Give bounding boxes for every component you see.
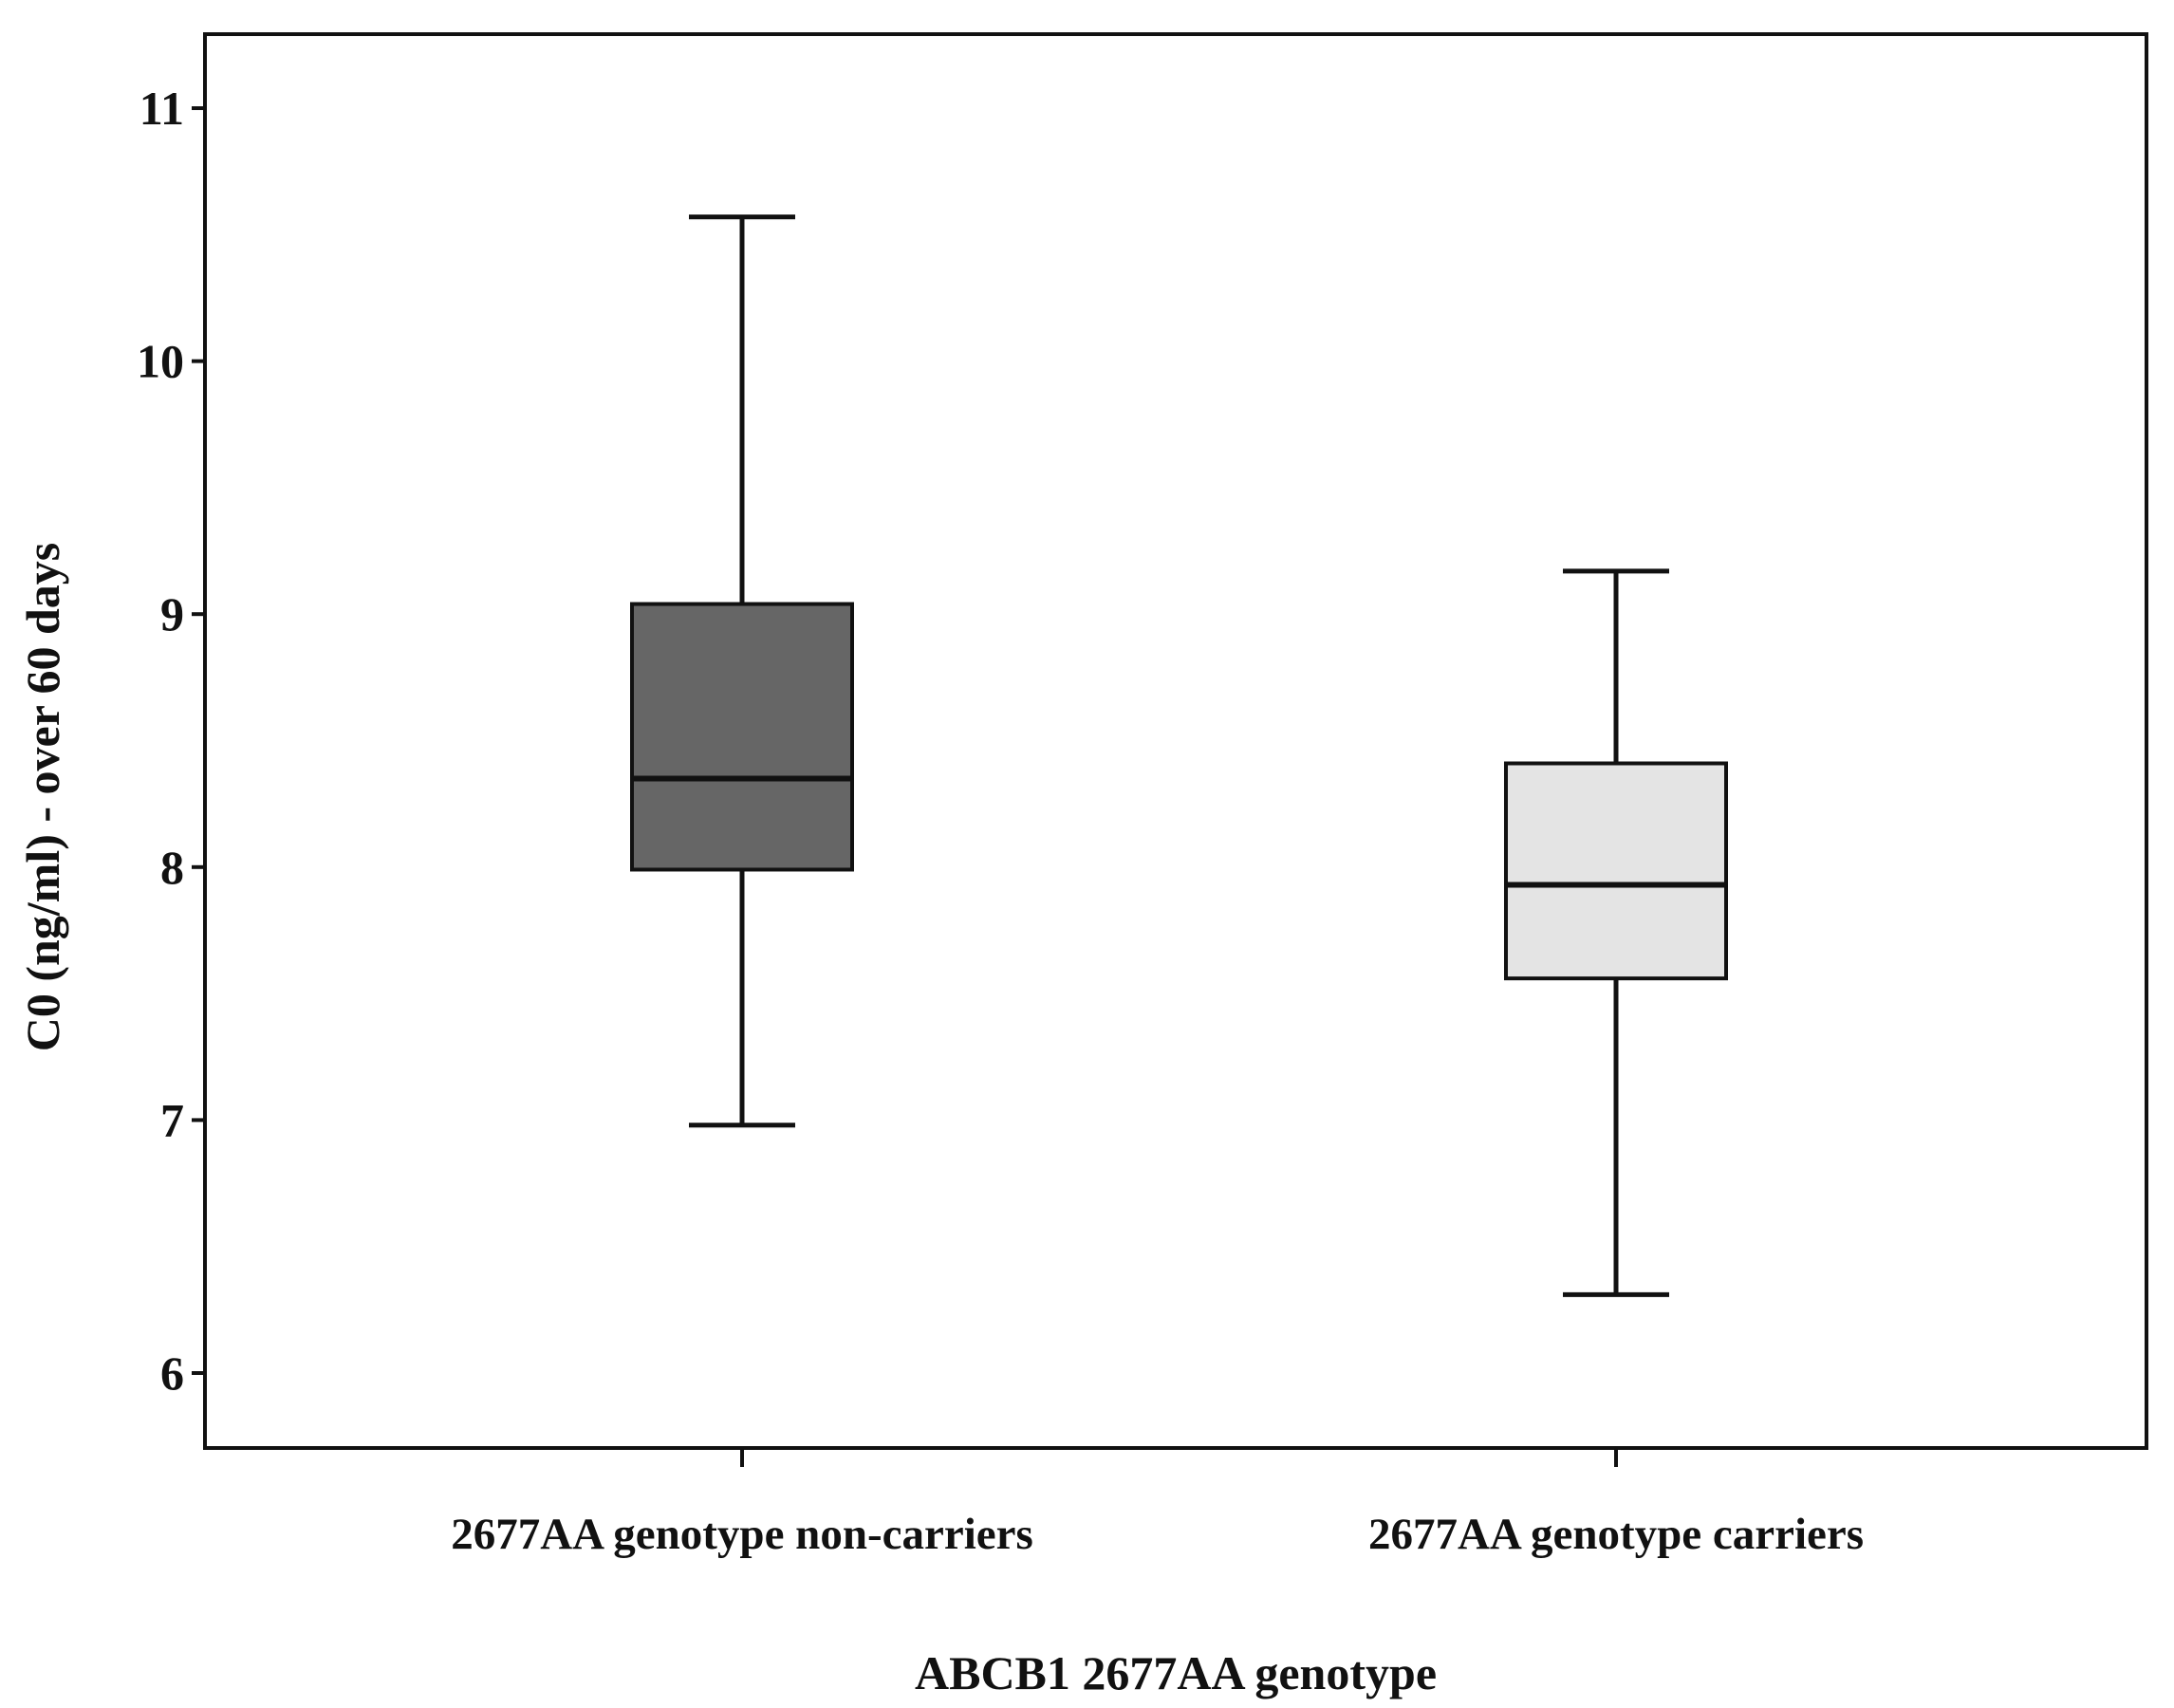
x-tick-label: 2677AA genotype non-carriers [451,1510,1033,1559]
x-axis-title: ABCB1 2677AA genotype [915,1646,1437,1699]
x-axis: 2677AA genotype non-carriers 2677AA genot… [451,1448,1864,1559]
y-tick-label: 8 [160,841,184,894]
y-axis-title: C0 (ng/ml) - over 60 days [16,543,69,1052]
iqr-box [630,602,854,872]
iqr-box [1504,761,1728,981]
plot-frame [203,32,2148,1450]
y-tick-label: 9 [160,587,184,640]
y-tick-label: 11 [139,82,184,135]
x-tick-label: 2677AA genotype carriers [1368,1510,1864,1559]
y-tick-label: 6 [160,1346,184,1400]
y-tick-label: 7 [160,1093,184,1146]
y-axis: 6 7 8 9 10 11 [137,82,205,1400]
box-series [630,214,1728,1297]
y-tick-label: 10 [137,335,184,388]
